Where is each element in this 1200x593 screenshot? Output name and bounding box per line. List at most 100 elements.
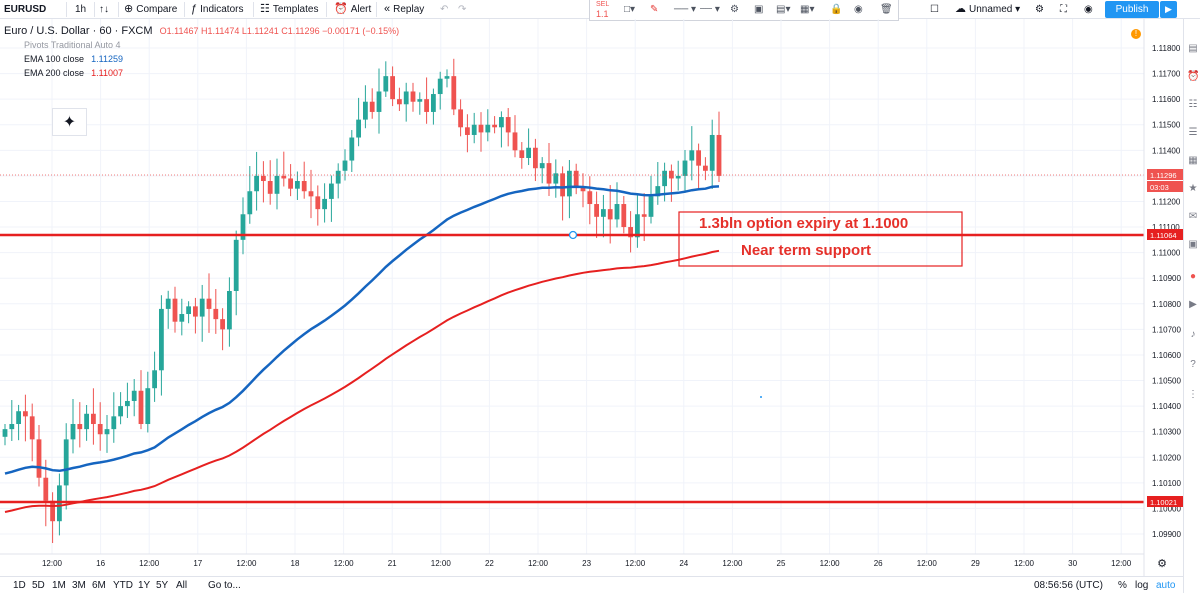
divider	[94, 2, 95, 17]
annotation-support: Near term support	[741, 242, 871, 259]
sell-label[interactable]: SEL	[596, 1, 610, 8]
range-ytd[interactable]: YTD	[113, 580, 133, 591]
candle-body	[2, 429, 8, 437]
candle-body	[682, 160, 688, 176]
time-tick-label: 30	[1068, 559, 1077, 568]
candle-body	[410, 91, 416, 102]
candle-body	[465, 127, 470, 135]
candle-body	[199, 298, 205, 317]
info-icon[interactable]: !	[1131, 29, 1141, 39]
candles-icon[interactable]: ↑↓	[99, 4, 109, 15]
auto-toggle[interactable]: auto	[1156, 580, 1176, 591]
line-width-icon[interactable]: ── ▾	[674, 4, 696, 15]
line-color-icon[interactable]: ✎	[650, 4, 659, 15]
range-5d[interactable]: 5D	[32, 580, 45, 591]
compare-button[interactable]: ⊕ Compare	[124, 2, 177, 17]
range-6m[interactable]: 6M	[92, 580, 106, 591]
settings-gear-icon[interactable]: ⚙	[1035, 4, 1044, 15]
replay-button[interactable]: «Replay	[384, 2, 424, 17]
range-5y[interactable]: 5Y	[156, 580, 169, 591]
redo-icon[interactable]: ↷	[458, 4, 467, 15]
candle-body	[424, 99, 429, 112]
bell-icon[interactable]: ♪	[1190, 329, 1196, 340]
candle-body	[363, 101, 368, 120]
help-icon[interactable]: ?	[1190, 359, 1196, 370]
indicators-button[interactable]: ƒ Indicators	[191, 2, 243, 17]
range-3m[interactable]: 3M	[72, 580, 86, 591]
log-toggle[interactable]: log	[1135, 580, 1149, 591]
object-tree-icon[interactable]: ▤▾	[776, 4, 791, 15]
range-1d[interactable]: 1D	[13, 580, 26, 591]
camera-icon[interactable]: ◉	[1084, 4, 1093, 15]
watchlist-icon[interactable]: ▤	[1188, 43, 1198, 54]
undo-icon[interactable]: ↶	[440, 4, 449, 15]
time-tick-label: 12:00	[917, 559, 938, 568]
fullscreen-icon[interactable]: ⛶	[1060, 4, 1067, 15]
layout-button[interactable]: ☁ Unnamed ▾	[955, 3, 1021, 15]
line-style-icon[interactable]: ┄┄ ▾	[700, 4, 720, 15]
interval-button[interactable]: 1h	[75, 4, 87, 15]
legend-ohlc: O1.11467 H1.11474 L1.11241 C1.11296 −0.0…	[159, 26, 400, 36]
range-1m[interactable]: 1M	[52, 580, 66, 591]
templates-button[interactable]: ☷ Templates	[260, 2, 318, 17]
range-1y[interactable]: 1Y	[138, 580, 151, 591]
data-window-icon[interactable]: ☷	[1188, 99, 1198, 110]
countdown-tag	[1147, 181, 1183, 192]
lock-icon[interactable]: 🔒	[830, 4, 843, 15]
publish-button[interactable]: Publish	[1105, 1, 1159, 18]
alerts-icon[interactable]: ⏰	[1187, 71, 1200, 82]
time-tick-label: 12:00	[820, 559, 841, 568]
trash-icon[interactable]: 🗑	[880, 4, 893, 15]
symbol-search[interactable]: EURUSD	[4, 4, 47, 15]
candle-body	[376, 91, 382, 112]
eye-icon[interactable]: ◉	[854, 4, 863, 15]
time-tick-label: 12:00	[139, 559, 160, 568]
price-tick-label: 1.11700	[1152, 70, 1181, 79]
candle-body	[227, 291, 232, 330]
drawing-toolbar: SEL 1.1 □▾ ✎ ── ▾ ┄┄ ▾ ⚙ ▣ ▤▾ ▦▾ 🔒 ◉ 🗑	[589, 0, 899, 21]
calendar-icon[interactable]: ▦	[1188, 155, 1198, 166]
legend-ema100-value: 1.11259	[91, 54, 123, 64]
candle-body	[213, 308, 219, 320]
price-tick-label: 1.10300	[1152, 428, 1181, 437]
candle-body	[97, 424, 103, 435]
ideas-icon[interactable]: ★	[1188, 183, 1198, 194]
chat-icon[interactable]: ✉	[1188, 211, 1198, 222]
candle-body	[628, 227, 633, 238]
crosshair-tool[interactable]: ✦	[52, 108, 87, 136]
candle-body	[63, 439, 69, 486]
alarm-clock-icon: ⏰	[334, 3, 348, 15]
candle-body	[220, 319, 225, 330]
countdown-text: 03:03	[1150, 183, 1169, 192]
candle-body	[84, 413, 89, 430]
more-icon[interactable]: ⋮	[1188, 389, 1198, 400]
horizontal-levels	[0, 174, 1144, 504]
notification-icon[interactable]: ●	[1189, 271, 1197, 282]
alert-button[interactable]: ⏰ Alert	[334, 2, 371, 17]
candle-body	[553, 173, 559, 184]
sell-value[interactable]: 1.1	[596, 9, 609, 19]
streams-icon[interactable]: ▶	[1189, 299, 1197, 310]
candle-body	[526, 147, 531, 158]
percent-toggle[interactable]: %	[1118, 580, 1127, 591]
play-icon[interactable]: ▶	[1160, 1, 1177, 18]
goto-button[interactable]: Go to...	[208, 580, 241, 591]
template-icon[interactable]: □▾	[624, 4, 636, 15]
news-icon[interactable]: ▣	[1188, 239, 1198, 250]
clone-icon[interactable]: ▦▾	[800, 4, 815, 15]
price-chart[interactable]: 1.3bln option expiry at 1.1000 Near term …	[0, 19, 1183, 576]
range-all[interactable]: All	[176, 580, 188, 591]
candle-body	[519, 150, 525, 158]
time-axis[interactable]: 12:00 16 12:00 17 12:00 18 12:00 21 12:00 22 12:00…	[0, 553, 1167, 570]
gear-icon[interactable]: ⚙	[730, 4, 739, 15]
fullscreen-checkbox-icon[interactable]: ☐	[930, 4, 939, 15]
hotlist-icon[interactable]: ☰	[1188, 127, 1198, 138]
candle-body	[281, 175, 287, 179]
clock: 08:56:56 (UTC)	[1034, 580, 1103, 591]
candle-body	[159, 308, 164, 371]
top-toolbar: EURUSD 1h ↑↓ ⊕ Compare ƒ Indicators ☷ Templ…	[0, 0, 1200, 19]
visibility-icon[interactable]: ▣	[754, 4, 764, 15]
candle-body	[138, 390, 144, 425]
price-axis[interactable]: 1.118001.117001.116001.115001.114001.113…	[1143, 19, 1183, 576]
candle-body	[77, 424, 83, 430]
